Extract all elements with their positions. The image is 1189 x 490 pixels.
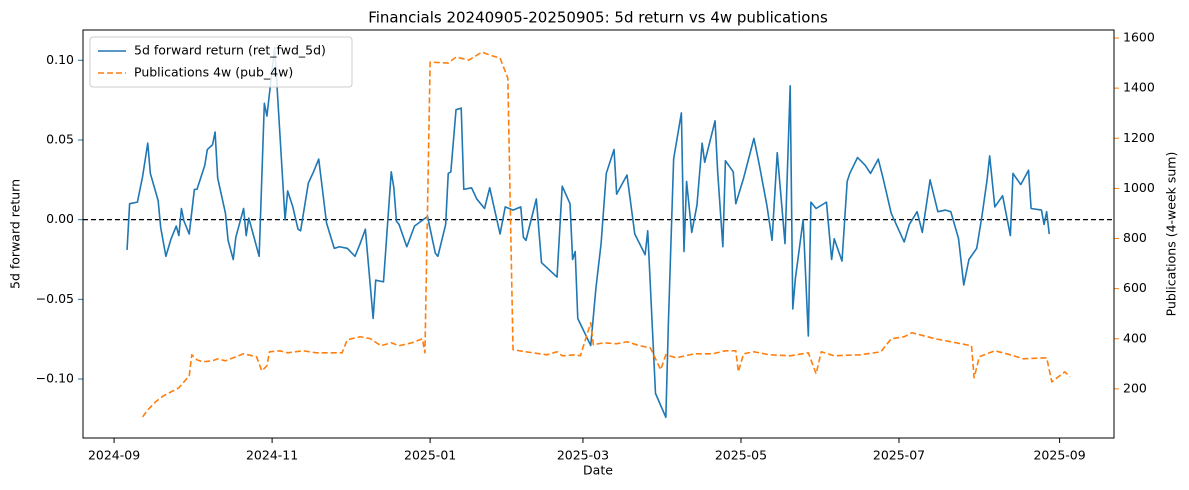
legend: 5d forward return (ret_fwd_5d) Publicatio… [89, 36, 353, 88]
legend-box [89, 36, 353, 88]
data-line [126, 46, 1051, 419]
y2-tick-label: 1000 [1123, 180, 1155, 195]
y2-tick-label: 400 [1123, 330, 1147, 345]
y-tick-label: 0.10 [46, 52, 74, 67]
data-line [141, 51, 1071, 418]
y2-tick-label: 200 [1123, 380, 1147, 395]
y2-tick-label: 1200 [1123, 130, 1155, 145]
x-tick-label: 2024-09 [88, 448, 140, 463]
y-tick-label: 0.05 [46, 131, 74, 146]
legend-label: 5d forward return (ret_fwd_5d) [134, 43, 326, 58]
y2-axis-label: Publications (4-week sum) [1164, 152, 1179, 317]
x-axis-label: Date [583, 463, 613, 478]
x-tick-label: 2025-07 [873, 448, 925, 463]
y2-tick-label: 800 [1123, 230, 1147, 245]
x-tick-label: 2025-09 [1033, 448, 1085, 463]
y2-tick-label: 600 [1123, 280, 1147, 295]
x-tick-label: 2025-01 [404, 448, 456, 463]
y-tick-label: −0.05 [36, 291, 74, 306]
y2-tick-label: 1600 [1123, 30, 1155, 45]
y2-tick-label: 1400 [1123, 80, 1155, 95]
plot-frame [82, 29, 1115, 439]
x-tick-label: 2024-11 [246, 448, 298, 463]
y-tick-label: 0.00 [46, 211, 74, 226]
legend-label: Publications 4w (pub_4w) [134, 65, 293, 80]
x-tick-label: 2025-03 [557, 448, 609, 463]
y-tick-label: −0.10 [36, 371, 74, 386]
x-tick-label: 2025-05 [715, 448, 767, 463]
chart-title: Financials 20240905-20250905: 5d return … [368, 9, 828, 27]
y-axis-label: 5d forward return [8, 179, 23, 289]
